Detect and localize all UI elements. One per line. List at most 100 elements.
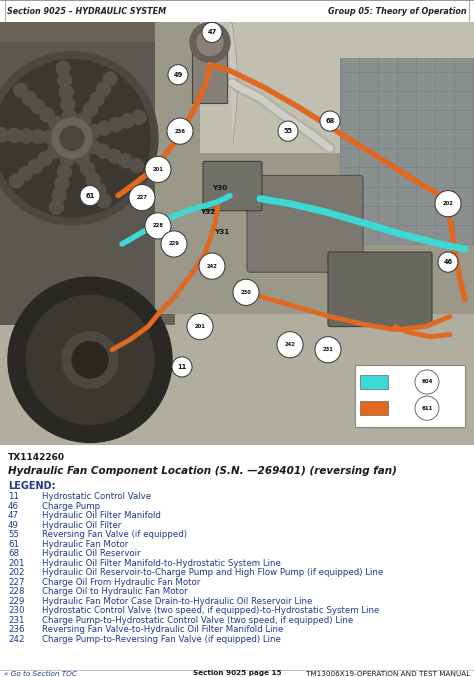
Text: Hydraulic Oil Filter Manifold: Hydraulic Oil Filter Manifold — [42, 511, 161, 521]
Circle shape — [28, 159, 42, 173]
Circle shape — [43, 130, 57, 144]
Circle shape — [0, 128, 9, 141]
Circle shape — [86, 173, 100, 186]
Text: 230: 230 — [241, 290, 251, 295]
Circle shape — [58, 73, 72, 87]
Circle shape — [62, 109, 76, 123]
Bar — [340, 58, 474, 244]
Text: Hydrostatic Control Valve (two speed, if equipped)-to-Hydrostatic System Line: Hydrostatic Control Valve (two speed, if… — [42, 607, 379, 615]
Text: Y31: Y31 — [214, 229, 229, 235]
Circle shape — [0, 51, 158, 225]
Circle shape — [315, 336, 341, 363]
Bar — [192, 43, 227, 103]
Circle shape — [31, 129, 45, 144]
Circle shape — [22, 91, 36, 106]
Circle shape — [96, 82, 110, 96]
Text: 229: 229 — [169, 242, 180, 246]
Circle shape — [415, 396, 439, 420]
Circle shape — [202, 22, 222, 43]
Text: 228: 228 — [8, 588, 25, 596]
FancyBboxPatch shape — [247, 175, 363, 272]
Circle shape — [19, 167, 33, 181]
Text: 236: 236 — [8, 626, 25, 634]
Circle shape — [97, 194, 111, 208]
Circle shape — [172, 357, 192, 377]
Circle shape — [167, 118, 193, 144]
Text: 228: 228 — [153, 223, 164, 228]
Text: 227: 227 — [137, 195, 147, 200]
Text: 55: 55 — [8, 531, 19, 540]
Circle shape — [435, 191, 461, 217]
Circle shape — [98, 121, 111, 135]
Bar — [155, 22, 474, 315]
Circle shape — [80, 185, 100, 206]
Text: TM13006X19-OPERATION AND TEST MANUAL: TM13006X19-OPERATION AND TEST MANUAL — [306, 670, 470, 676]
Circle shape — [129, 158, 144, 173]
Circle shape — [278, 121, 298, 141]
Text: Hydraulic Fan Motor: Hydraulic Fan Motor — [42, 540, 128, 549]
Text: 230: 230 — [8, 607, 25, 615]
Circle shape — [90, 92, 104, 106]
Text: Y32: Y32 — [201, 209, 216, 215]
Circle shape — [320, 111, 340, 131]
Circle shape — [161, 231, 187, 257]
Circle shape — [168, 64, 188, 85]
Text: 236: 236 — [174, 129, 185, 133]
Text: 202: 202 — [8, 569, 25, 577]
Circle shape — [8, 277, 172, 443]
Text: Reversing Fan Valve (if equipped): Reversing Fan Valve (if equipped) — [42, 531, 187, 540]
Text: 47: 47 — [207, 29, 217, 35]
Bar — [360, 401, 388, 415]
Circle shape — [109, 117, 123, 131]
Text: Charge Pump: Charge Pump — [42, 502, 100, 511]
Text: Y30: Y30 — [212, 185, 228, 190]
Circle shape — [91, 183, 106, 197]
Circle shape — [132, 110, 146, 125]
Text: 227: 227 — [8, 578, 25, 587]
Text: TX1142260: TX1142260 — [8, 454, 65, 462]
Circle shape — [83, 102, 98, 116]
Text: 611: 611 — [421, 406, 433, 411]
Text: 201: 201 — [153, 167, 164, 172]
Circle shape — [61, 97, 75, 111]
Bar — [355, 365, 465, 427]
Text: 49: 49 — [173, 72, 182, 78]
Text: Charge Pump-to-Hydrostatic Control Valve (two speed, if equipped) Line: Charge Pump-to-Hydrostatic Control Valve… — [42, 616, 353, 625]
Circle shape — [75, 151, 89, 165]
Circle shape — [118, 154, 132, 168]
Text: Group 05: Theory of Operation: Group 05: Theory of Operation — [328, 7, 467, 16]
Text: Hydraulic Fan Component Location (S.N. —269401) (reversing fan): Hydraulic Fan Component Location (S.N. —… — [8, 466, 397, 477]
Text: 46: 46 — [443, 259, 453, 265]
Circle shape — [72, 342, 108, 378]
Circle shape — [120, 114, 135, 128]
FancyBboxPatch shape — [203, 161, 262, 211]
Circle shape — [0, 60, 150, 217]
Circle shape — [415, 370, 439, 394]
Text: 47: 47 — [8, 511, 19, 521]
Text: 604: 604 — [421, 380, 433, 385]
Text: 242: 242 — [207, 263, 218, 269]
Circle shape — [62, 332, 118, 388]
Circle shape — [277, 332, 303, 358]
Text: 55: 55 — [283, 128, 292, 134]
Text: 11: 11 — [177, 364, 187, 370]
Text: Section 9025 – HYDRAULIC SYSTEM: Section 9025 – HYDRAULIC SYSTEM — [7, 7, 166, 16]
Circle shape — [199, 253, 225, 279]
Circle shape — [81, 162, 94, 176]
Text: Reversing Fan Valve-to-Hydraulic Oil Filter Manifold Line: Reversing Fan Valve-to-Hydraulic Oil Fil… — [42, 626, 283, 634]
Circle shape — [14, 83, 27, 97]
Circle shape — [85, 139, 99, 154]
Text: Charge Oil to Hydraulic Fan Motor: Charge Oil to Hydraulic Fan Motor — [42, 588, 188, 596]
Circle shape — [145, 156, 171, 183]
Circle shape — [49, 200, 64, 214]
Text: Hydrostatic Control Valve: Hydrostatic Control Valve — [42, 492, 151, 502]
Circle shape — [49, 116, 63, 130]
Circle shape — [56, 61, 70, 75]
Text: 61: 61 — [8, 540, 19, 549]
Circle shape — [7, 128, 21, 142]
Text: 202: 202 — [443, 201, 454, 206]
Circle shape — [40, 108, 54, 122]
Text: LEGEND:: LEGEND: — [8, 481, 55, 492]
Bar — [200, 22, 474, 153]
Circle shape — [59, 85, 73, 100]
